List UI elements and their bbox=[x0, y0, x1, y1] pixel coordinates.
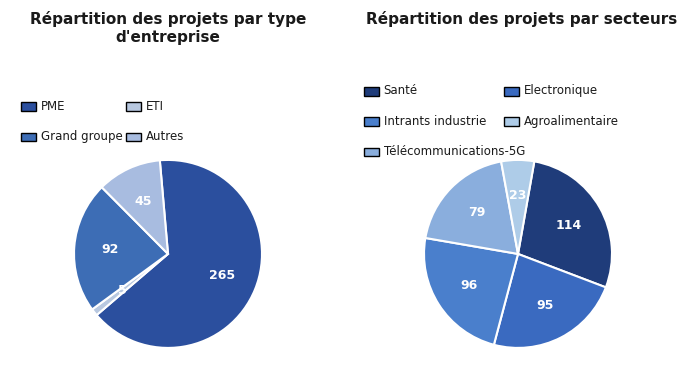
Wedge shape bbox=[102, 160, 168, 254]
Wedge shape bbox=[518, 161, 612, 287]
Wedge shape bbox=[501, 160, 534, 254]
Text: Répartition des projets par secteurs: Répartition des projets par secteurs bbox=[366, 11, 677, 27]
Text: Répartition des projets par type
d'entreprise: Répartition des projets par type d'entre… bbox=[30, 11, 306, 45]
Text: 23: 23 bbox=[509, 189, 526, 202]
Text: 96: 96 bbox=[461, 279, 477, 292]
Text: Intrants industrie: Intrants industrie bbox=[384, 115, 486, 128]
Text: Autres: Autres bbox=[146, 130, 184, 143]
Text: 45: 45 bbox=[134, 194, 152, 208]
Text: Grand groupe: Grand groupe bbox=[41, 130, 122, 143]
Text: PME: PME bbox=[41, 100, 65, 113]
Wedge shape bbox=[424, 238, 518, 345]
Wedge shape bbox=[97, 160, 262, 348]
Text: 5: 5 bbox=[118, 283, 127, 297]
Text: 114: 114 bbox=[556, 219, 582, 232]
Wedge shape bbox=[74, 187, 168, 309]
Text: 92: 92 bbox=[102, 243, 118, 256]
Wedge shape bbox=[494, 254, 606, 348]
Text: ETI: ETI bbox=[146, 100, 164, 113]
Text: Electronique: Electronique bbox=[524, 85, 598, 97]
Text: 265: 265 bbox=[209, 269, 235, 282]
Wedge shape bbox=[426, 161, 518, 254]
Text: 95: 95 bbox=[536, 299, 553, 312]
Text: Santé: Santé bbox=[384, 85, 418, 97]
Wedge shape bbox=[92, 254, 168, 315]
Text: 79: 79 bbox=[468, 207, 485, 219]
Text: Agroalimentaire: Agroalimentaire bbox=[524, 115, 619, 128]
Text: Télécommunications-5G: Télécommunications-5G bbox=[384, 145, 525, 158]
